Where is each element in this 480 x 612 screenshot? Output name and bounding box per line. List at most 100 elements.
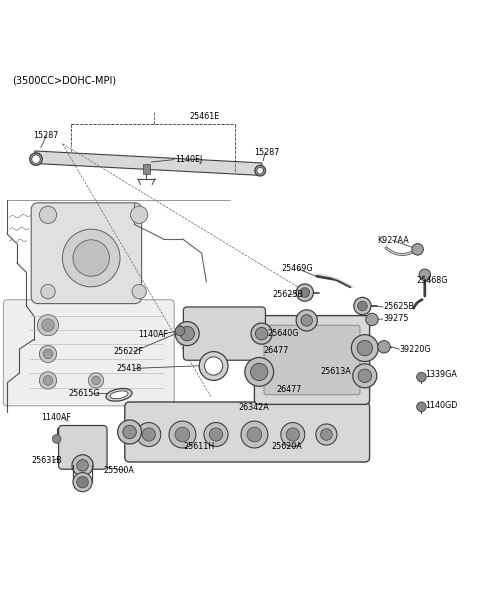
Circle shape — [354, 297, 371, 315]
FancyBboxPatch shape — [59, 425, 107, 469]
Text: 26477: 26477 — [263, 346, 288, 355]
Text: 25418: 25418 — [116, 364, 141, 373]
Circle shape — [204, 357, 223, 375]
Circle shape — [175, 427, 190, 442]
Text: 1339GA: 1339GA — [425, 370, 456, 379]
Bar — [143, 165, 150, 174]
FancyArrowPatch shape — [386, 248, 415, 255]
FancyArrowPatch shape — [315, 274, 353, 288]
FancyBboxPatch shape — [31, 203, 142, 304]
Circle shape — [358, 369, 372, 382]
Circle shape — [142, 428, 156, 441]
Circle shape — [43, 376, 53, 385]
Text: 25622F: 25622F — [114, 347, 144, 356]
Circle shape — [300, 288, 310, 297]
Circle shape — [180, 326, 194, 341]
Circle shape — [52, 435, 61, 443]
Text: 1140EJ: 1140EJ — [175, 155, 203, 164]
Circle shape — [358, 301, 367, 311]
Circle shape — [72, 455, 93, 476]
Circle shape — [175, 326, 185, 336]
Circle shape — [77, 476, 88, 488]
Circle shape — [131, 206, 148, 223]
Circle shape — [366, 313, 378, 326]
Circle shape — [169, 421, 196, 448]
Circle shape — [321, 429, 332, 440]
Circle shape — [357, 340, 372, 356]
Text: 1140AF: 1140AF — [42, 413, 72, 422]
Circle shape — [417, 372, 426, 382]
Text: 15287: 15287 — [33, 131, 58, 140]
Text: 25631B: 25631B — [32, 456, 62, 465]
Circle shape — [175, 321, 199, 346]
Circle shape — [286, 428, 300, 441]
Circle shape — [245, 357, 274, 386]
Circle shape — [77, 460, 88, 471]
Text: K927AA: K927AA — [378, 236, 409, 245]
Circle shape — [251, 364, 268, 381]
Ellipse shape — [255, 165, 265, 176]
Circle shape — [199, 352, 228, 381]
Circle shape — [241, 421, 268, 448]
Text: 15287: 15287 — [254, 148, 279, 157]
Text: 25469G: 25469G — [282, 264, 313, 273]
Text: (3500CC>DOHC-MPI): (3500CC>DOHC-MPI) — [12, 76, 116, 86]
Text: 25625B: 25625B — [383, 302, 414, 312]
Circle shape — [412, 244, 423, 255]
Circle shape — [316, 424, 337, 445]
Text: 25620A: 25620A — [272, 442, 302, 450]
Circle shape — [353, 364, 377, 388]
Text: 25461E: 25461E — [189, 112, 219, 121]
Ellipse shape — [257, 167, 264, 174]
Circle shape — [42, 319, 54, 332]
Circle shape — [41, 285, 55, 299]
Ellipse shape — [106, 389, 132, 401]
Circle shape — [255, 327, 268, 340]
Circle shape — [251, 323, 272, 344]
Text: 39275: 39275 — [383, 315, 408, 324]
Circle shape — [62, 230, 120, 287]
Text: 25615G: 25615G — [68, 389, 100, 398]
FancyArrowPatch shape — [414, 300, 422, 308]
Polygon shape — [34, 151, 262, 176]
Text: 25640G: 25640G — [268, 329, 300, 338]
Text: 1140AF: 1140AF — [139, 330, 168, 339]
Circle shape — [296, 310, 317, 331]
Circle shape — [296, 284, 313, 301]
Text: 25625B: 25625B — [273, 291, 303, 299]
Circle shape — [417, 402, 426, 412]
Circle shape — [123, 425, 136, 439]
Circle shape — [281, 422, 305, 447]
Circle shape — [351, 335, 378, 362]
Circle shape — [132, 285, 146, 299]
Circle shape — [419, 269, 431, 280]
Ellipse shape — [110, 391, 128, 398]
Circle shape — [247, 427, 262, 442]
FancyBboxPatch shape — [264, 325, 360, 395]
Circle shape — [37, 315, 59, 336]
Text: 25613A: 25613A — [321, 367, 351, 376]
Circle shape — [73, 240, 109, 276]
Circle shape — [39, 345, 57, 363]
Text: 39220G: 39220G — [399, 345, 431, 354]
FancyArrowPatch shape — [386, 248, 415, 255]
FancyBboxPatch shape — [254, 316, 370, 405]
Circle shape — [39, 371, 57, 389]
Circle shape — [88, 373, 104, 388]
Circle shape — [43, 349, 53, 359]
Circle shape — [118, 420, 142, 444]
FancyBboxPatch shape — [3, 300, 174, 406]
Circle shape — [92, 376, 100, 385]
Circle shape — [73, 472, 92, 492]
Circle shape — [137, 422, 161, 447]
Text: 25500A: 25500A — [104, 466, 134, 475]
Text: 1140GD: 1140GD — [425, 401, 457, 410]
Text: 26477: 26477 — [277, 386, 302, 395]
FancyBboxPatch shape — [125, 402, 370, 462]
FancyBboxPatch shape — [183, 307, 265, 360]
Text: 25611H: 25611H — [184, 442, 215, 450]
Ellipse shape — [32, 155, 40, 163]
Circle shape — [204, 422, 228, 447]
Ellipse shape — [30, 153, 42, 165]
Circle shape — [39, 206, 57, 223]
